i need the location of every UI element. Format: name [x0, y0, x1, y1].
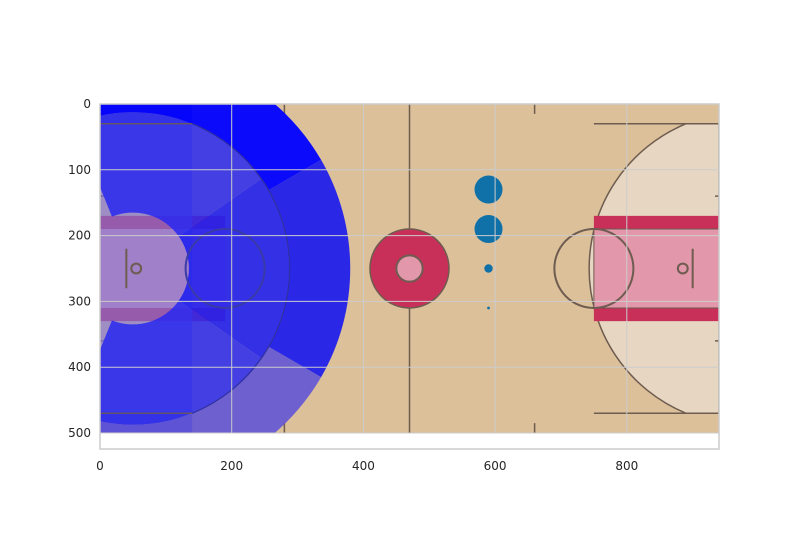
scatter-point — [474, 215, 503, 244]
zone-mid-range-bottom — [100, 300, 262, 425]
zone-three-center — [268, 159, 351, 378]
zone-mid-range-top — [100, 112, 262, 237]
y-tick-label: 500 — [68, 426, 91, 440]
x-tick-label: 600 — [484, 459, 507, 473]
zone-mid-range-center — [178, 178, 290, 359]
x-tick-label: 200 — [220, 459, 243, 473]
y-tick-label: 300 — [68, 294, 91, 308]
y-tick-label: 200 — [68, 229, 91, 243]
scatter-point — [484, 264, 493, 273]
left-three-point-arc — [191, 123, 291, 414]
scatter-point — [474, 175, 503, 204]
x-tick-label: 400 — [352, 459, 375, 473]
left-hoop — [130, 262, 143, 275]
y-tick-label: 0 — [83, 97, 91, 111]
y-tick-label: 400 — [68, 360, 91, 374]
left-free-throw-circle — [184, 228, 266, 309]
zone-three-top — [100, 104, 322, 191]
y-tick-label: 100 — [68, 163, 91, 177]
x-tick-label: 0 — [96, 459, 104, 473]
zone-three-bottom — [100, 346, 322, 433]
right-paint-inner — [593, 228, 719, 309]
plot-frame — [99, 103, 720, 450]
center-circle-inner — [395, 254, 424, 283]
right-free-throw-circle — [553, 228, 635, 309]
scatter-point — [487, 306, 490, 310]
right-hoop — [676, 262, 689, 275]
x-tick-label: 800 — [615, 459, 638, 473]
